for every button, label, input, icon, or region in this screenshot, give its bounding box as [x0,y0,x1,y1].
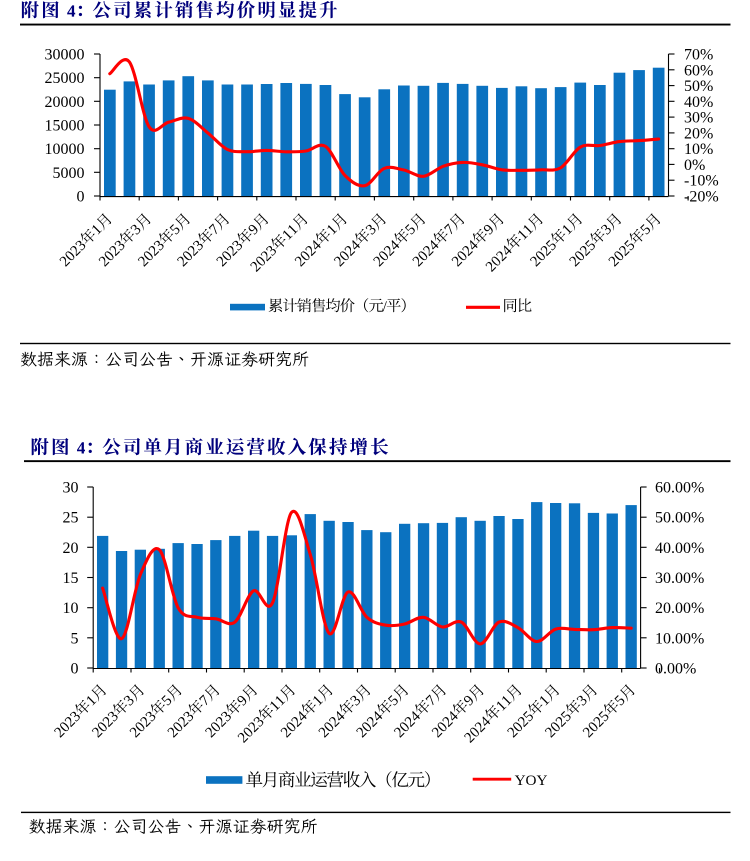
svg-text:60.00%: 60.00% [655,480,704,497]
svg-text:-20%: -20% [684,189,719,206]
svg-text:30.00%: 30.00% [655,570,704,587]
svg-text:15: 15 [63,570,79,587]
svg-text:25: 25 [63,510,79,527]
svg-text:10.00%: 10.00% [655,630,704,647]
svg-text:40.00%: 40.00% [655,540,704,557]
svg-text:50%: 50% [684,78,713,95]
svg-text:0: 0 [71,661,79,678]
svg-text:5: 5 [71,630,79,647]
svg-text:15000: 15000 [45,118,85,135]
svg-text:20.00%: 20.00% [655,600,704,617]
svg-text:10%: 10% [684,141,713,158]
svg-text:YOY: YOY [515,772,548,789]
svg-text:30000: 30000 [45,47,85,64]
svg-text:60%: 60% [684,62,713,79]
svg-text:20: 20 [63,540,79,557]
svg-text:20%: 20% [684,125,713,142]
svg-text:10000: 10000 [45,141,85,158]
svg-text:25000: 25000 [45,70,85,87]
svg-text:30: 30 [63,480,79,497]
svg-text:20000: 20000 [45,94,85,111]
svg-text:5000: 5000 [53,165,85,182]
svg-text:0.00%: 0.00% [655,661,696,678]
svg-text:40%: 40% [684,94,713,111]
svg-text:0%: 0% [684,157,705,174]
svg-text:50.00%: 50.00% [655,510,704,527]
svg-text:-10%: -10% [684,173,719,190]
svg-text:0: 0 [77,189,85,206]
svg-text:10: 10 [63,600,79,617]
svg-text:70%: 70% [684,47,713,64]
svg-text:30%: 30% [684,110,713,127]
